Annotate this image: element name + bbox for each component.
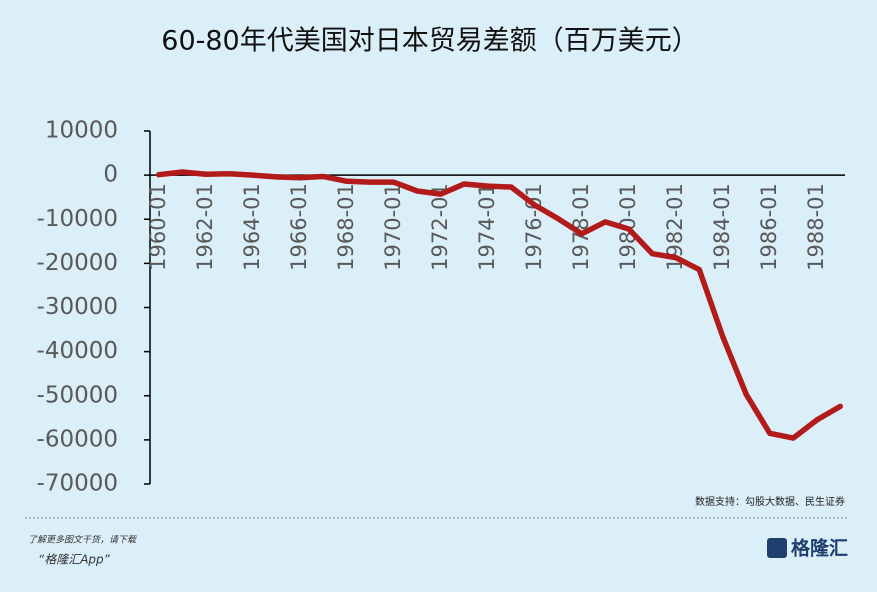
- x-tick-label: 1966-01: [287, 183, 311, 271]
- x-tick-label: 1972-01: [428, 183, 452, 271]
- x-tick-label: 1984-01: [710, 183, 734, 271]
- y-tick-label: -60000: [37, 426, 118, 452]
- x-tick-label: 1970-01: [381, 183, 405, 271]
- x-tick-label: 1962-01: [193, 183, 217, 271]
- y-tick-label: -20000: [37, 250, 118, 276]
- y-tick-label: -40000: [37, 338, 118, 364]
- y-tick-label: -50000: [37, 382, 118, 408]
- x-tick-label: 1968-01: [334, 183, 358, 271]
- logo-icon: [767, 538, 787, 558]
- y-tick-label: -70000: [37, 471, 118, 497]
- x-tick-label: 1974-01: [475, 183, 499, 271]
- chart-title: 60-80年代美国对日本贸易差额（百万美元）: [161, 26, 698, 57]
- y-tick-label: 0: [103, 162, 118, 188]
- logo-text: 格隆汇: [791, 537, 848, 560]
- source: 数据支持：勾股大数据、民生证券: [695, 495, 845, 508]
- x-tick-label: 1986-01: [757, 183, 781, 271]
- x-tick-label: 1960-01: [146, 183, 170, 271]
- y-tick-label: -30000: [37, 294, 118, 320]
- y-tick-label: -10000: [37, 206, 118, 232]
- x-tick-label: 1964-01: [240, 183, 264, 271]
- footer-app: “格隆汇App”: [38, 553, 111, 567]
- y-tick-label: 10000: [45, 118, 118, 144]
- x-tick-label: 1988-01: [804, 183, 828, 271]
- data-line: [156, 169, 843, 441]
- footer-prompt: 了解更多图文干货，请下载: [28, 535, 137, 546]
